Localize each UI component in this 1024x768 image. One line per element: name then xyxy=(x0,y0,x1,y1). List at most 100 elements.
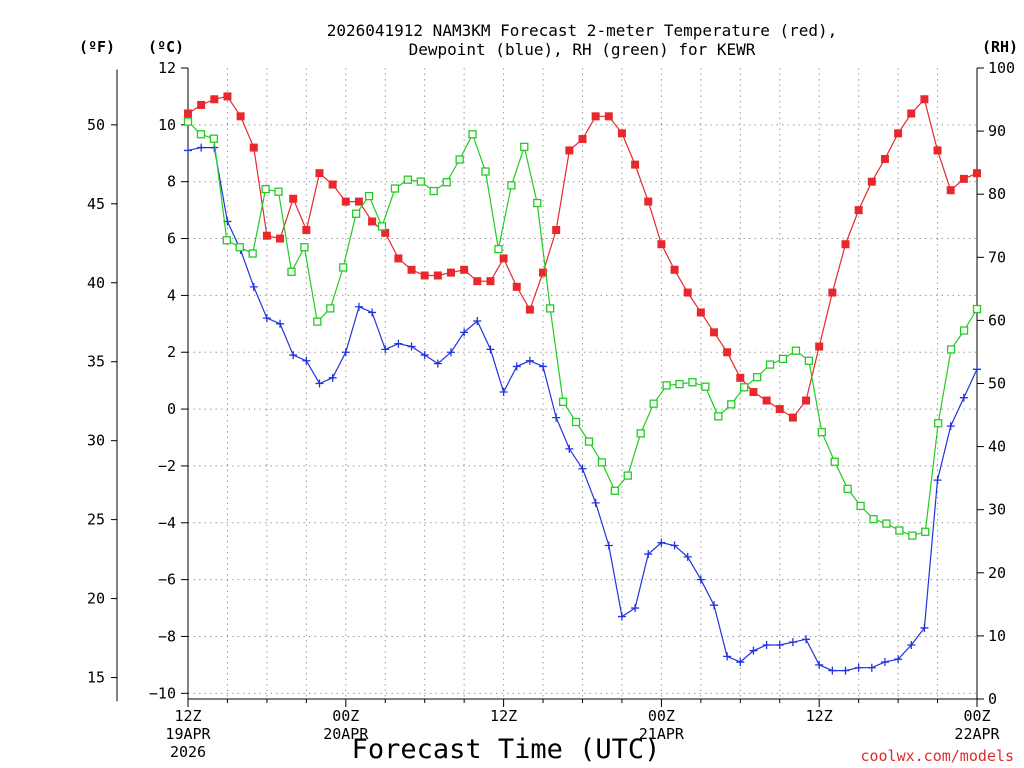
dewpoint-point xyxy=(552,413,561,422)
2-meter-temperature-point xyxy=(959,174,968,183)
relative-humidity-point xyxy=(558,397,568,406)
dewpoint-point xyxy=(447,348,455,357)
2-meter-temperature-point xyxy=(460,265,469,274)
dewpoint-point xyxy=(959,393,968,402)
relative-humidity-point xyxy=(377,222,387,231)
2-meter-temperature-point xyxy=(354,197,363,206)
dewpoint-point xyxy=(683,552,692,561)
x-tick-label: 00Z xyxy=(648,707,675,725)
dewpoint-point xyxy=(880,658,889,667)
relative-humidity-point xyxy=(869,515,878,524)
rh-tick-label: 60 xyxy=(988,311,1006,329)
dewpoint-point xyxy=(854,663,863,672)
2-meter-temperature-point xyxy=(946,186,955,195)
relative-humidity-point xyxy=(313,317,322,326)
dewpoint-point xyxy=(328,373,337,382)
dewpoint-point xyxy=(815,660,824,669)
dewpoint-point xyxy=(184,146,192,155)
2-meter-temperature-point xyxy=(341,197,350,206)
relative-humidity-point xyxy=(468,130,477,139)
dewpoint-point xyxy=(973,365,981,374)
2-meter-temperature-point xyxy=(723,348,732,357)
dewpoint-point xyxy=(828,666,837,675)
x-tick-label: 12Z xyxy=(174,707,201,725)
2-meter-temperature-point xyxy=(539,268,548,277)
relative-humidity-point xyxy=(455,155,464,164)
dewpoint-point xyxy=(578,464,587,473)
celsius-tick-label: −8 xyxy=(158,627,176,645)
dewpoint-point xyxy=(289,351,298,360)
2-meter-temperature-point xyxy=(420,271,429,280)
2-meter-temperature-point xyxy=(644,197,653,206)
2-meter-temperature-point xyxy=(262,231,271,240)
dewpoint-point xyxy=(802,635,811,644)
celsius-tick-label: −6 xyxy=(158,571,176,589)
2-meter-temperature-point xyxy=(499,254,508,263)
relative-humidity-point xyxy=(623,471,632,480)
dewpoint-point xyxy=(354,302,363,311)
celsius-tick-label: −2 xyxy=(158,457,176,475)
celsius-tick-label: 4 xyxy=(167,286,176,304)
fahrenheit-tick-label: 30 xyxy=(87,432,105,450)
relative-humidity-point xyxy=(287,267,296,276)
2-meter-temperature-point xyxy=(407,265,416,274)
2-meter-temperature-point xyxy=(762,396,771,405)
dewpoint-point xyxy=(736,658,745,667)
2-meter-temperature-point xyxy=(802,396,811,405)
relative-humidity-point xyxy=(235,243,244,252)
dewpoint-point xyxy=(262,314,271,323)
x-tick-label: 12Z xyxy=(806,707,833,725)
relative-humidity-point xyxy=(843,484,852,494)
dewpoint-point xyxy=(381,345,390,354)
relative-humidity-point xyxy=(507,181,516,190)
rh-tick-label: 50 xyxy=(988,375,1006,393)
celsius-tick-label: 6 xyxy=(167,230,176,248)
fahrenheit-tick-label: 15 xyxy=(87,669,105,687)
relative-humidity-point xyxy=(610,486,619,495)
credit-text: coolwx.com/models xyxy=(860,747,1014,765)
2-meter-temperature-point xyxy=(565,146,574,155)
celsius-tick-label: 2 xyxy=(167,343,176,361)
dewpoint-point xyxy=(617,612,626,621)
relative-humidity-point xyxy=(339,263,348,272)
relative-humidity-point xyxy=(403,175,413,184)
x-tick-label: 19APR xyxy=(165,725,211,743)
relative-humidity-point xyxy=(351,209,361,218)
2-meter-temperature-point xyxy=(841,240,850,249)
relative-humidity-point xyxy=(934,419,943,428)
2-meter-temperature-point xyxy=(710,328,718,337)
dewpoint-point xyxy=(276,319,285,328)
dewpoint-point xyxy=(460,328,469,337)
dewpoint-point xyxy=(394,339,403,348)
2-meter-temperature-point xyxy=(368,217,377,226)
2-meter-temperature-point xyxy=(749,388,758,397)
2-meter-temperature-point xyxy=(249,143,258,152)
x-axis-title: Forecast Time (UTC) xyxy=(352,734,661,765)
dewpoint-point xyxy=(525,356,534,365)
x-tick-label: 22APR xyxy=(954,725,1000,743)
relative-humidity-point xyxy=(804,356,814,365)
2-meter-temperature-point xyxy=(788,413,797,422)
2-meter-temperature-point xyxy=(867,177,876,186)
series-layer xyxy=(183,92,982,675)
2-meter-temperature-point xyxy=(433,271,442,280)
2-meter-temperature-point xyxy=(184,109,192,118)
relative-humidity-point xyxy=(274,187,283,196)
celsius-unit-label: (ºC) xyxy=(148,38,184,56)
dewpoint-point xyxy=(631,604,640,613)
relative-humidity-point xyxy=(895,526,904,535)
dewpoint-point xyxy=(486,345,495,354)
relative-humidity-point xyxy=(688,378,697,387)
fahrenheit-tick-label: 20 xyxy=(87,590,105,608)
relative-humidity-point xyxy=(765,360,775,369)
celsius-tick-label: 8 xyxy=(167,173,176,191)
dewpoint-point xyxy=(420,351,429,360)
2-meter-temperature-point xyxy=(223,92,232,101)
2-meter-temperature-point xyxy=(315,169,324,178)
2-meter-temperature-point xyxy=(617,129,626,138)
2-meter-temperature-point xyxy=(880,154,889,163)
chart-title-line-1: 2026041912 NAM3KM Forecast 2-meter Tempe… xyxy=(327,21,838,40)
relative-humidity-point xyxy=(390,184,400,193)
dewpoint-point xyxy=(341,348,350,357)
dewpoint-point xyxy=(499,388,508,397)
